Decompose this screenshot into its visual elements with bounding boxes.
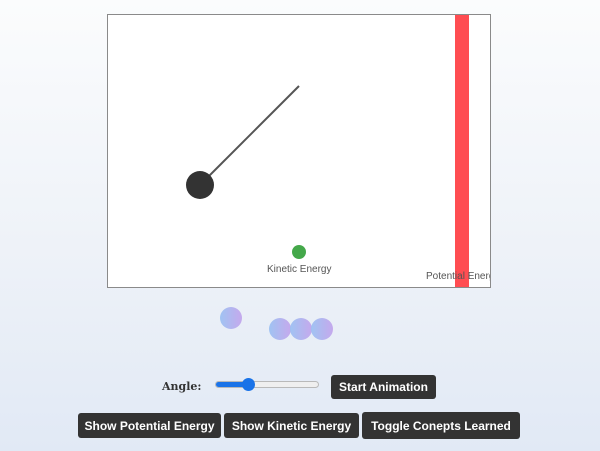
angle-label: Angle: [162, 380, 202, 393]
kinetic-energy-dot [292, 245, 306, 259]
toggle-concepts-button[interactable]: Toggle Conepts Learned [362, 412, 520, 439]
concept-bubble [290, 318, 312, 340]
angle-slider-thumb[interactable] [243, 379, 254, 390]
show-kinetic-energy-button[interactable]: Show Kinetic Energy [224, 413, 359, 438]
start-animation-button[interactable]: Start Animation [331, 375, 436, 399]
concept-bubble [269, 318, 291, 340]
angle-slider[interactable] [215, 381, 319, 388]
pendulum-string [199, 85, 300, 186]
concept-bubble [311, 318, 333, 340]
potential-energy-label: Potential Energy [426, 271, 490, 282]
potential-energy-bar [455, 15, 469, 287]
pendulum-drawing [186, 85, 306, 259]
pendulum-bob [186, 171, 214, 199]
concept-bubble [220, 307, 242, 329]
angle-slider-fill [216, 382, 247, 387]
simulation-canvas: Kinetic Energy Potential Energy [107, 14, 491, 288]
show-potential-energy-button[interactable]: Show Potential Energy [78, 413, 221, 438]
kinetic-energy-label: Kinetic Energy [267, 264, 332, 275]
